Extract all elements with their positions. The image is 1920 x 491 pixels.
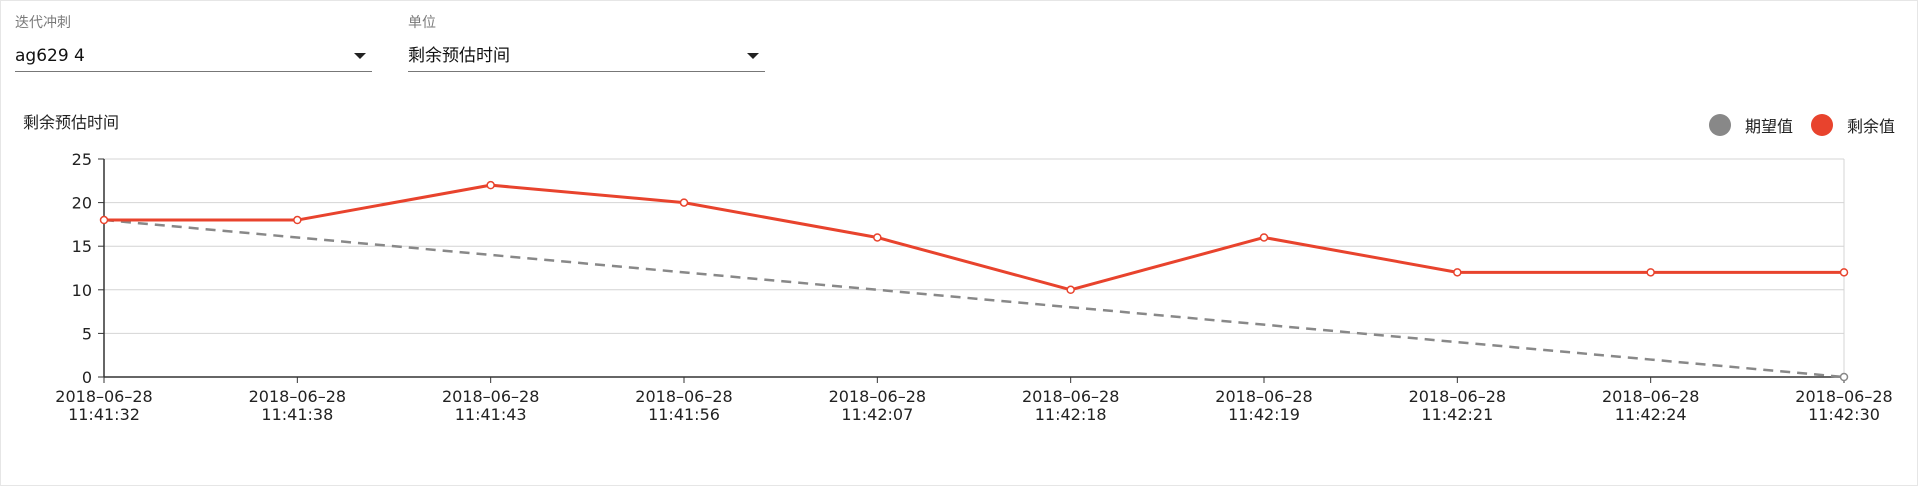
chevron-down-icon[interactable]: [354, 53, 366, 59]
unit-select[interactable]: 剩余预估时间: [408, 41, 765, 72]
sprint-select[interactable]: ag629 4: [15, 41, 372, 72]
data-point: [1259, 233, 1269, 242]
legend-label-remaining: 剩余值: [1846, 117, 1895, 136]
sprint-select-value: ag629 4: [15, 46, 85, 66]
x-tick-label-date: 2018–06–28: [1602, 387, 1699, 406]
data-point: [293, 215, 302, 225]
data-point: [1839, 268, 1849, 277]
data-point: [1453, 268, 1462, 277]
y-tick-label: 0: [82, 368, 92, 387]
legend-dot-icon: [1810, 114, 1833, 136]
data-point: [99, 215, 109, 225]
y-tick-label: 25: [72, 150, 92, 169]
x-tick-label-date: 2018–06–28: [635, 387, 732, 406]
x-tick-label-time: 11:41:32: [68, 405, 140, 424]
x-tick-label-time: 11:41:43: [455, 405, 527, 424]
data-point: [1839, 372, 1849, 382]
x-tick-label-date: 2018–06–28: [829, 387, 926, 406]
series-line-1: [104, 183, 1844, 292]
unit-filter: 单位 剩余预估时间: [408, 15, 765, 73]
chevron-down-icon[interactable]: [747, 53, 759, 59]
legend-dot-icon: [1708, 114, 1731, 136]
series-line-0: [103, 218, 1845, 379]
x-tick-label-date: 2018–06–28: [1409, 387, 1506, 406]
sprint-filter-label: 迭代冲刺: [15, 15, 71, 31]
x-tick-label-date: 2018–06–28: [1022, 387, 1119, 406]
x-tick-label-date: 2018–06–28: [1215, 387, 1312, 406]
unit-select-value: 剩余预估时间: [408, 46, 510, 66]
data-point: [873, 233, 882, 242]
legend-label-expected: 期望值: [1744, 117, 1793, 136]
y-tick-label: 20: [72, 194, 92, 213]
x-tick-label-time: 11:41:56: [648, 405, 720, 424]
data-point: [679, 198, 689, 207]
data-point: [1646, 268, 1655, 277]
x-tick-label-time: 11:42:19: [1228, 405, 1300, 424]
x-tick-label-time: 11:42:07: [841, 405, 913, 424]
unit-filter-label: 单位: [408, 15, 436, 31]
x-tick-label-time: 11:42:21: [1421, 405, 1493, 424]
x-tick-label-date: 2018–06–28: [55, 387, 152, 406]
data-point: [1066, 285, 1075, 295]
x-tick-label-time: 11:42:18: [1035, 405, 1107, 424]
chart-title: 剩余预估时间: [23, 113, 120, 132]
y-tick-label: 10: [72, 281, 92, 300]
y-tick-label: 5: [82, 324, 92, 343]
chart-legend: 期望值 剩余值: [1691, 113, 1895, 137]
sprint-filter: 迭代冲刺 ag629 4: [15, 15, 372, 73]
legend-item-remaining[interactable]: 剩余值: [1810, 113, 1895, 137]
x-tick-label-date: 2018–06–28: [1795, 387, 1892, 406]
x-tick-label-date: 2018–06–28: [442, 387, 539, 406]
x-tick-label-time: 11:42:30: [1808, 405, 1880, 424]
x-tick-label-time: 11:42:24: [1615, 405, 1687, 424]
x-tick-label-time: 11:41:38: [261, 405, 333, 424]
legend-item-expected[interactable]: 期望值: [1708, 113, 1793, 137]
y-tick-label: 15: [72, 237, 92, 256]
data-point: [486, 180, 495, 190]
x-tick-label-date: 2018–06–28: [249, 387, 346, 406]
